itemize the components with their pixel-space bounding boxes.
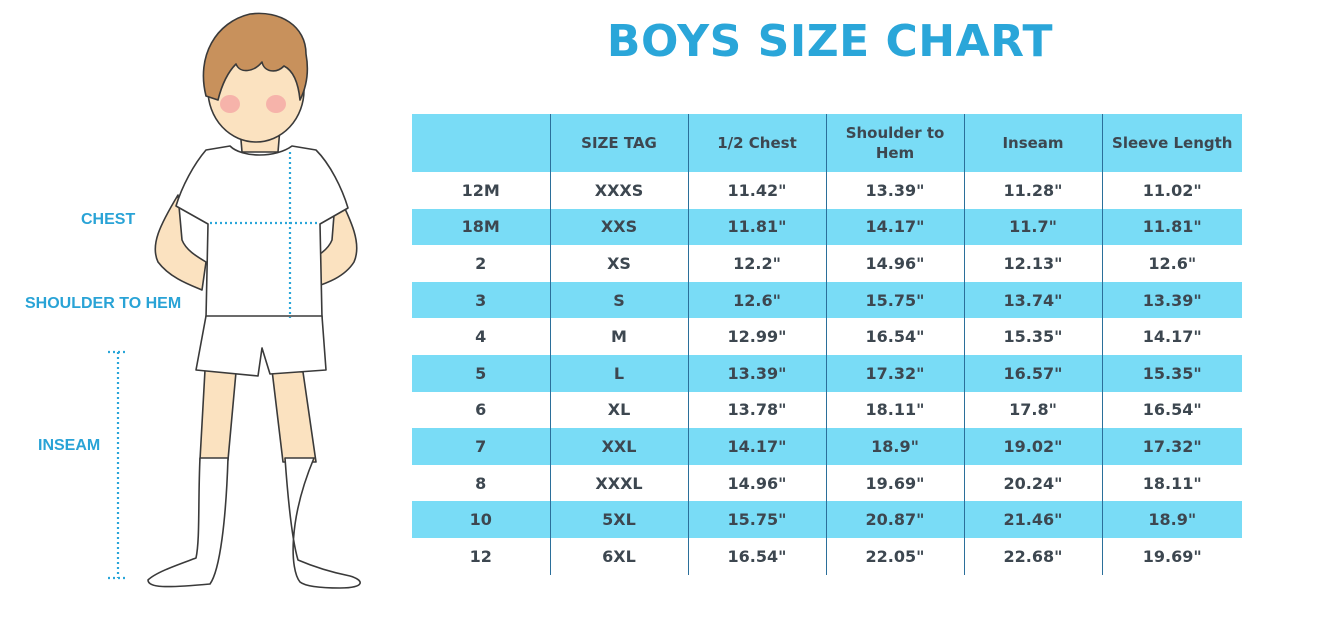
header-shoulder-to-hem: Shoulder to Hem bbox=[825, 114, 964, 172]
sleeve-length-cell: 17.32" bbox=[1101, 428, 1242, 465]
inseam-cell: 21.46" bbox=[963, 501, 1102, 538]
age-cell: 10 bbox=[469, 510, 492, 530]
sleeve-length-cell: 18.9" bbox=[1101, 501, 1242, 538]
age-cell: 12M bbox=[461, 180, 500, 200]
shoulder-to-hem-cell: 18.11" bbox=[825, 391, 964, 429]
inseam-cell: 13.74" bbox=[963, 281, 1102, 319]
age-cell: 4 bbox=[475, 327, 487, 347]
inseam-cell: 22.68" bbox=[963, 537, 1102, 575]
size-tag-cell: XXXL bbox=[549, 464, 688, 502]
age-cell: 7 bbox=[475, 436, 487, 456]
size-tag-cell: 6XL bbox=[549, 537, 688, 575]
sleeve-length-cell: 13.39" bbox=[1101, 281, 1242, 319]
half-chest-cell: 12.6" bbox=[687, 281, 826, 319]
header-sleeve-length: Sleeve Length bbox=[1101, 114, 1242, 172]
table-row: 12M XXXS 11.42" 13.39" 11.28" 11.02" bbox=[412, 172, 1242, 209]
header-half-chest: 1/2 Chest bbox=[687, 114, 826, 172]
inseam-label: INSEAM bbox=[38, 437, 101, 454]
half-chest-cell: 12.2" bbox=[687, 245, 826, 282]
inseam-cell: 20.24" bbox=[963, 464, 1102, 502]
sleeve-length-cell: 19.69" bbox=[1101, 537, 1242, 575]
table-row: 2 XS 12.2" 14.96" 12.13" 12.6" bbox=[412, 245, 1242, 282]
table-header-row: SIZE TAG 1/2 Chest Shoulder to Hem Insea… bbox=[412, 114, 1242, 172]
half-chest-cell: 14.17" bbox=[687, 428, 826, 465]
sleeve-length-cell: 11.02" bbox=[1101, 172, 1242, 209]
page-title: BOYS SIZE CHART bbox=[606, 16, 1054, 67]
half-chest-cell: 11.81" bbox=[687, 208, 826, 246]
sleeve-length-cell: 18.11" bbox=[1101, 464, 1242, 502]
shoulder-to-hem-cell: 15.75" bbox=[825, 281, 964, 319]
shoulder-to-hem-cell: 22.05" bbox=[825, 537, 964, 575]
boy-figure-illustration bbox=[108, 12, 361, 589]
table-row: 5 L 13.39" 17.32" 16.57" 15.35" bbox=[412, 354, 1242, 392]
size-tag-cell: S bbox=[549, 281, 688, 319]
size-tag-cell: 5XL bbox=[549, 501, 688, 538]
size-tag-cell: XXL bbox=[549, 428, 688, 465]
age-cell: 8 bbox=[475, 473, 487, 493]
chest-label: CHEST bbox=[81, 211, 136, 228]
age-cell: 6 bbox=[475, 400, 487, 420]
half-chest-cell: 15.75" bbox=[687, 501, 826, 538]
table-row: 3 S 12.6" 15.75" 13.74" 13.39" bbox=[412, 281, 1242, 319]
shoulder-to-hem-cell: 17.32" bbox=[825, 354, 964, 392]
size-tag-cell: XXXS bbox=[549, 172, 688, 209]
sleeve-length-cell: 16.54" bbox=[1101, 391, 1242, 429]
table-row: 7 XXL 14.17" 18.9" 19.02" 17.32" bbox=[412, 428, 1242, 465]
sleeve-length-cell: 11.81" bbox=[1101, 208, 1242, 246]
size-tag-cell: XS bbox=[549, 245, 688, 282]
shoulder-to-hem-cell: 16.54" bbox=[825, 318, 964, 355]
inseam-cell: 11.28" bbox=[963, 172, 1102, 209]
table-row: 10 5XL 15.75" 20.87" 21.46" 18.9" bbox=[412, 501, 1242, 538]
size-tag-cell: M bbox=[549, 318, 688, 355]
shoulder-to-hem-cell: 14.17" bbox=[825, 208, 964, 246]
size-tag-cell: XXS bbox=[549, 208, 688, 246]
table-row: 4 M 12.99" 16.54" 15.35" 14.17" bbox=[412, 318, 1242, 355]
sleeve-length-cell: 15.35" bbox=[1101, 354, 1242, 392]
sleeve-length-cell: 12.6" bbox=[1101, 245, 1242, 282]
half-chest-cell: 13.78" bbox=[687, 391, 826, 429]
half-chest-cell: 12.99" bbox=[687, 318, 826, 355]
shoulder-to-hem-cell: 14.96" bbox=[825, 245, 964, 282]
inseam-cell: 16.57" bbox=[963, 354, 1102, 392]
shoulder-to-hem-cell: 20.87" bbox=[825, 501, 964, 538]
shoulder-to-hem-cell: 13.39" bbox=[825, 172, 964, 209]
table-row: 8 XXXL 14.96" 19.69" 20.24" 18.11" bbox=[412, 464, 1242, 502]
age-cell: 18M bbox=[461, 217, 500, 237]
table-row: 6 XL 13.78" 18.11" 17.8" 16.54" bbox=[412, 391, 1242, 429]
half-chest-cell: 14.96" bbox=[687, 464, 826, 502]
age-cell: 12 bbox=[469, 546, 492, 566]
table-row: 18M XXS 11.81" 14.17" 11.7" 11.81" bbox=[412, 208, 1242, 246]
age-cell: 3 bbox=[475, 290, 487, 310]
half-chest-cell: 16.54" bbox=[687, 537, 826, 575]
shoulder-to-hem-label: SHOULDER TO HEM bbox=[25, 295, 182, 312]
table-row: 12 6XL 16.54" 22.05" 22.68" 19.69" bbox=[412, 537, 1242, 575]
half-chest-cell: 11.42" bbox=[687, 172, 826, 209]
inseam-cell: 11.7" bbox=[963, 208, 1102, 246]
sleeve-length-cell: 14.17" bbox=[1101, 318, 1242, 355]
shoulder-to-hem-cell: 19.69" bbox=[825, 464, 964, 502]
shoulder-to-hem-cell: 18.9" bbox=[825, 428, 964, 465]
half-chest-cell: 13.39" bbox=[687, 354, 826, 392]
inseam-cell: 12.13" bbox=[963, 245, 1102, 282]
inseam-cell: 19.02" bbox=[963, 428, 1102, 465]
header-age bbox=[412, 114, 550, 172]
age-cell: 5 bbox=[475, 363, 487, 383]
age-cell: 2 bbox=[475, 253, 487, 273]
inseam-cell: 17.8" bbox=[963, 391, 1102, 429]
inseam-cell: 15.35" bbox=[963, 318, 1102, 355]
size-tag-cell: XL bbox=[549, 391, 688, 429]
size-tag-cell: L bbox=[549, 354, 688, 392]
size-chart-table: SIZE TAG 1/2 Chest Shoulder to Hem Insea… bbox=[412, 114, 1242, 575]
header-size-tag: SIZE TAG bbox=[549, 114, 688, 172]
header-inseam: Inseam bbox=[963, 114, 1102, 172]
